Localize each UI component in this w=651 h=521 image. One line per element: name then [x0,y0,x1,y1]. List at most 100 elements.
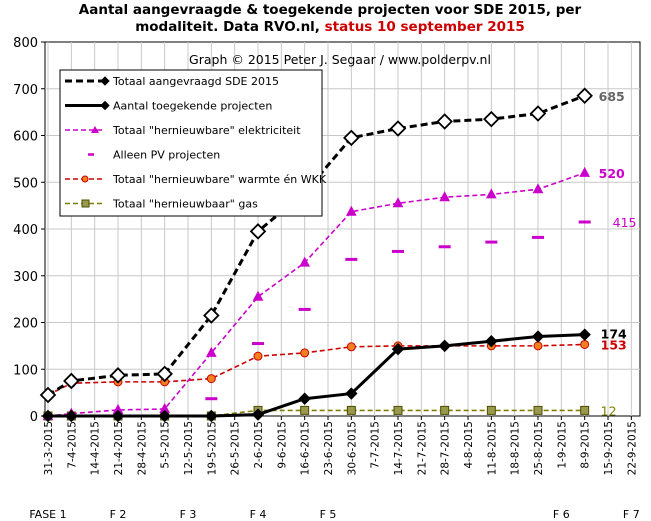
phase-label: F 7 [623,508,640,521]
legend-marker [81,175,89,183]
y-tick-label: 300 [13,270,38,285]
data-point [156,365,173,383]
data-point [205,409,218,423]
data-point [252,290,264,301]
y-tick-label: 700 [13,83,38,98]
legend-label: Totaal "hernieuwbaar" gas [112,198,258,211]
data-point [389,120,407,137]
data-point [485,334,498,348]
data-point [249,223,267,240]
legend-box [59,69,323,217]
x-tick-label: 7-7-2015 [370,421,382,469]
x-tick-label: 22-9-2015 [626,421,638,475]
data-point [109,367,127,384]
x-tick-label: 14-7-2015 [393,421,405,475]
x-tick-label: 8-9-2015 [580,421,592,469]
x-tick-label: 11-8-2015 [486,421,498,475]
x-tick-label: 18-8-2015 [510,421,522,475]
data-point [299,256,310,267]
legend-label: Alleen PV projecten [113,149,220,162]
data-point [531,330,545,343]
data-point [253,351,263,361]
data-point [483,110,500,128]
phase-label: F 4 [250,508,267,521]
data-point [343,129,360,147]
x-tick-label: 21-4-2015 [113,421,125,475]
data-point [576,87,593,105]
x-tick-label: 21-7-2015 [416,421,428,475]
legend-label: Totaal "hernieuwbare" warmte én WKK [112,173,327,186]
phase-label: F 5 [320,508,337,521]
y-tick-label: 400 [13,223,38,238]
data-point [578,328,591,341]
data-point [436,113,453,130]
legend-marker [81,199,90,208]
data-point [439,191,450,202]
data-point [158,409,171,423]
legend: Totaal aangevraagd SDE 2015 Aantal toegek… [59,69,327,217]
data-point [41,409,55,423]
data-point [529,105,547,122]
data-point [346,205,357,216]
data-point [533,405,543,415]
y-tick-label: 600 [13,130,38,145]
x-tick-label: 28-7-2015 [440,421,452,475]
x-tick-label: 1-9-2015 [556,421,568,469]
legend-item: Aantal toegekende projecten [65,100,272,113]
data-point [298,392,311,405]
data-point [580,405,590,415]
chart-credit: Graph © 2015 Peter J. Segaar / www.polde… [189,52,491,67]
series-2: 174 [41,327,627,423]
legend-marker [100,76,110,86]
data-point [346,405,356,415]
data-point [206,374,216,384]
legend-item: Totaal "hernieuwbare" warmte én WKK [65,173,327,186]
x-tick-label: 31-3-2015 [43,421,55,475]
data-point [203,307,220,324]
chart-title-line-1: Aantal aangevraagde & toegekende project… [78,2,582,18]
series-end-label: 520 [599,166,625,181]
series-4: 415 [205,215,637,401]
phase-label: F 6 [553,508,570,521]
data-point [438,339,451,353]
phase-label: FASE 1 [29,508,66,521]
x-tick-label: 19-5-2015 [206,421,218,475]
data-point [580,339,590,349]
y-tick-label: 200 [13,317,38,332]
y-tick-label: 500 [13,176,38,191]
phase-label: F 3 [180,508,197,521]
data-point [251,408,265,421]
x-tick-label: 30-6-2015 [346,421,358,475]
series-3: 520 [42,166,625,420]
x-tick-label: 16-6-2015 [300,421,312,475]
x-tick-label: 4-8-2015 [463,421,475,469]
phase-label: F 2 [110,508,127,521]
legend-item: Alleen PV projecten [88,149,220,162]
data-point [63,372,80,390]
series-end-label: 415 [613,215,637,230]
legend-label: Totaal "hernieuwbare" elektriciteit [112,124,301,137]
x-tick-label: 7-4-2015 [66,421,78,469]
x-tick-label: 2-6-2015 [253,421,265,469]
legend-marker [91,126,99,133]
data-point [393,405,403,415]
x-tick-label: 5-5-2015 [160,421,172,469]
x-tick-label: 14-4-2015 [90,421,102,475]
data-point [440,405,450,415]
data-point [533,341,543,351]
x-tick-label: 12-5-2015 [183,421,195,475]
y-tick-label: 100 [13,363,38,378]
data-point [300,405,310,415]
legend-item: Totaal aangevraagd SDE 2015 [65,75,279,88]
series-end-label: 153 [601,337,627,352]
x-tick-label: 28-4-2015 [136,421,148,475]
chart-title-status: status 10 september 2015 [324,19,525,35]
y-tick-label: 800 [13,36,38,51]
data-point [111,409,125,423]
data-point [486,188,497,199]
data-point [579,166,590,177]
x-tick-label: 9-6-2015 [276,421,288,469]
x-tick-label: 26-5-2015 [230,421,242,475]
legend-label: Totaal aangevraagd SDE 2015 [112,75,279,88]
